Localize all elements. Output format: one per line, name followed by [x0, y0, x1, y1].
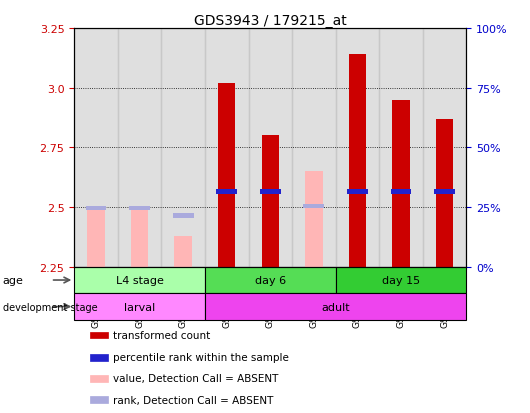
Bar	[205, 29, 249, 267]
Bar	[249, 29, 292, 267]
Bar	[434, 190, 455, 194]
Text: rank, Detection Call = ABSENT: rank, Detection Call = ABSENT	[113, 395, 274, 405]
Bar	[436, 119, 453, 267]
Text: value, Detection Call = ABSENT: value, Detection Call = ABSENT	[113, 373, 279, 384]
Bar	[262, 136, 279, 267]
Text: larval: larval	[124, 302, 155, 312]
Bar	[87, 208, 105, 267]
Bar	[347, 190, 368, 194]
Bar	[392, 100, 410, 267]
Text: transformed count: transformed count	[113, 330, 210, 340]
Bar	[90, 354, 108, 361]
Text: day 15: day 15	[382, 275, 420, 285]
Bar	[216, 190, 237, 194]
Bar	[349, 55, 366, 267]
Bar	[173, 214, 193, 218]
Bar	[90, 396, 108, 403]
Bar	[205, 294, 466, 320]
Bar	[90, 375, 108, 382]
Bar	[74, 267, 205, 294]
Bar	[391, 190, 411, 194]
Text: percentile rank within the sample: percentile rank within the sample	[113, 352, 289, 362]
Bar	[205, 267, 335, 294]
Bar	[74, 294, 205, 320]
Bar	[218, 84, 235, 267]
Bar	[379, 29, 423, 267]
Text: L4 stage: L4 stage	[116, 275, 163, 285]
Bar	[131, 210, 148, 267]
Text: day 6: day 6	[255, 275, 286, 285]
Bar	[305, 172, 323, 267]
Bar	[335, 29, 379, 267]
Bar	[85, 206, 107, 211]
Bar	[161, 29, 205, 267]
Bar	[90, 332, 108, 339]
Bar	[74, 29, 118, 267]
Bar	[260, 190, 281, 194]
Bar	[423, 29, 466, 267]
Bar	[129, 206, 150, 211]
Bar	[118, 29, 161, 267]
Text: age: age	[3, 275, 23, 285]
Text: development stage: development stage	[3, 302, 98, 312]
Bar	[303, 204, 324, 209]
Bar	[292, 29, 335, 267]
Bar	[335, 267, 466, 294]
Title: GDS3943 / 179215_at: GDS3943 / 179215_at	[194, 14, 347, 28]
Bar	[174, 236, 192, 267]
Text: adult: adult	[321, 302, 350, 312]
